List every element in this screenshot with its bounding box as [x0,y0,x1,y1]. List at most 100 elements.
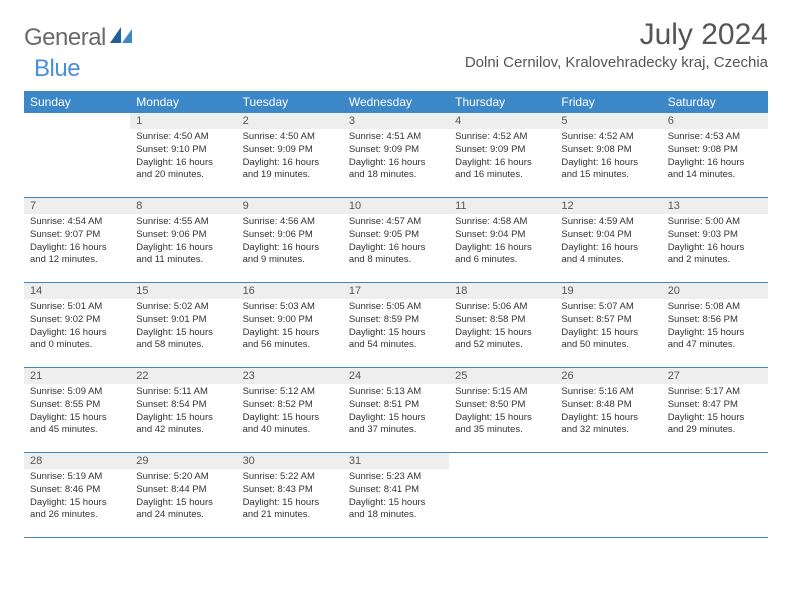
day-line: and 9 minutes. [243,254,337,267]
week-row: 1Sunrise: 4:50 AMSunset: 9:10 PMDaylight… [24,113,768,198]
week-row: 28Sunrise: 5:19 AMSunset: 8:46 PMDayligh… [24,453,768,538]
day-cell: 5Sunrise: 4:52 AMSunset: 9:08 PMDaylight… [555,113,661,197]
day-line: Daylight: 16 hours [136,242,230,255]
week-row: 7Sunrise: 4:54 AMSunset: 9:07 PMDaylight… [24,198,768,283]
day-line: Sunset: 9:00 PM [243,314,337,327]
day-line: Daylight: 15 hours [136,497,230,510]
day-line: Sunset: 8:55 PM [30,399,124,412]
day-line: Daylight: 16 hours [349,157,443,170]
weekday-header-row: SundayMondayTuesdayWednesdayThursdayFrid… [24,91,768,113]
day-line: Daylight: 15 hours [561,412,655,425]
weekday-tuesday: Tuesday [237,91,343,113]
day-cell: 20Sunrise: 5:08 AMSunset: 8:56 PMDayligh… [662,283,768,367]
day-number: 15 [130,283,236,299]
weekday-friday: Friday [555,91,661,113]
day-line: and 56 minutes. [243,339,337,352]
logo-text-blue: Blue [34,55,80,83]
day-line: and 40 minutes. [243,424,337,437]
day-line: and 6 minutes. [455,254,549,267]
day-body: Sunrise: 4:50 AMSunset: 9:09 PMDaylight:… [237,129,343,186]
day-body: Sunrise: 4:54 AMSunset: 9:07 PMDaylight:… [24,214,130,271]
day-number: 6 [662,113,768,129]
day-cell: 12Sunrise: 4:59 AMSunset: 9:04 PMDayligh… [555,198,661,282]
day-number: 16 [237,283,343,299]
day-line: and 20 minutes. [136,169,230,182]
day-line: Sunrise: 5:17 AM [668,386,762,399]
day-cell: 18Sunrise: 5:06 AMSunset: 8:58 PMDayligh… [449,283,555,367]
day-line: Sunrise: 4:51 AM [349,131,443,144]
day-cell: 26Sunrise: 5:16 AMSunset: 8:48 PMDayligh… [555,368,661,452]
day-line: Sunrise: 5:16 AM [561,386,655,399]
day-line: Sunset: 9:05 PM [349,229,443,242]
day-number: 21 [24,368,130,384]
title-block: July 2024 Dolni Cernilov, Kralovehradeck… [465,18,768,71]
day-line: and 37 minutes. [349,424,443,437]
day-body: Sunrise: 4:50 AMSunset: 9:10 PMDaylight:… [130,129,236,186]
day-number: 28 [24,453,130,469]
day-body: Sunrise: 5:02 AMSunset: 9:01 PMDaylight:… [130,299,236,356]
day-cell: 21 Sunrise: 5:09 AMSunset: 8:55 PMDayligh… [24,368,130,452]
day-line: Sunrise: 4:50 AM [136,131,230,144]
day-line: Sunset: 9:10 PM [136,144,230,157]
day-line: and 15 minutes. [561,169,655,182]
day-number [555,453,661,469]
day-line: and 8 minutes. [349,254,443,267]
weekday-sunday: Sunday [24,91,130,113]
day-line: Daylight: 16 hours [243,242,337,255]
day-line: Daylight: 16 hours [455,157,549,170]
day-body: Sunrise: 5:17 AMSunset: 8:47 PMDaylight:… [662,384,768,441]
day-cell: 19Sunrise: 5:07 AMSunset: 8:57 PMDayligh… [555,283,661,367]
day-line: Daylight: 15 hours [30,497,124,510]
day-number: 22 [130,368,236,384]
day-cell: 10Sunrise: 4:57 AMSunset: 9:05 PMDayligh… [343,198,449,282]
day-line: Sunrise: 4:57 AM [349,216,443,229]
day-line: and 0 minutes. [30,339,124,352]
day-line: Sunset: 9:03 PM [668,229,762,242]
day-number: 2 [237,113,343,129]
day-body: Sunrise: 5:01 AMSunset: 9:02 PMDaylight:… [24,299,130,356]
day-line: Sunset: 9:08 PM [668,144,762,157]
day-line: Sunrise: 5:07 AM [561,301,655,314]
day-line: Sunrise: 5:05 AM [349,301,443,314]
day-line: Sunrise: 4:53 AM [668,131,762,144]
day-line: and 16 minutes. [455,169,549,182]
day-line: Daylight: 16 hours [668,157,762,170]
day-line: Sunset: 8:57 PM [561,314,655,327]
weekday-monday: Monday [130,91,236,113]
day-line: Sunset: 9:04 PM [455,229,549,242]
day-line: Sunset: 9:06 PM [136,229,230,242]
day-cell: 25Sunrise: 5:15 AMSunset: 8:50 PMDayligh… [449,368,555,452]
day-number: 25 [449,368,555,384]
day-line: Daylight: 15 hours [30,412,124,425]
location: Dolni Cernilov, Kralovehradecky kraj, Cz… [465,54,768,71]
day-line: Sunrise: 5:09 AM [30,386,124,399]
day-cell: 9Sunrise: 4:56 AMSunset: 9:06 PMDaylight… [237,198,343,282]
day-line: Sunrise: 4:56 AM [243,216,337,229]
day-line: and 45 minutes. [30,424,124,437]
day-number: 1 [130,113,236,129]
day-line: Daylight: 15 hours [243,497,337,510]
day-number [24,113,130,129]
day-line: Daylight: 15 hours [243,327,337,340]
day-line: Sunrise: 4:50 AM [243,131,337,144]
day-line: and 19 minutes. [243,169,337,182]
day-line: Sunrise: 4:59 AM [561,216,655,229]
day-line: Sunrise: 4:55 AM [136,216,230,229]
day-line: Sunrise: 4:58 AM [455,216,549,229]
day-body: Sunrise: 4:58 AMSunset: 9:04 PMDaylight:… [449,214,555,271]
day-cell [24,113,130,197]
day-body: Sunrise: 5:00 AMSunset: 9:03 PMDaylight:… [662,214,768,271]
logo-sail-icon [110,27,132,50]
day-body [449,469,555,475]
day-body [24,129,130,135]
day-body: Sunrise: 5:06 AMSunset: 8:58 PMDaylight:… [449,299,555,356]
day-body: Sunrise: 5:08 AMSunset: 8:56 PMDaylight:… [662,299,768,356]
weekday-thursday: Thursday [449,91,555,113]
day-body: Sunrise: 5:07 AMSunset: 8:57 PMDaylight:… [555,299,661,356]
day-cell: 8Sunrise: 4:55 AMSunset: 9:06 PMDaylight… [130,198,236,282]
day-line: Sunrise: 4:52 AM [455,131,549,144]
day-line: Sunrise: 5:12 AM [243,386,337,399]
day-line: and 18 minutes. [349,169,443,182]
day-cell: 27Sunrise: 5:17 AMSunset: 8:47 PMDayligh… [662,368,768,452]
day-line: Sunrise: 4:54 AM [30,216,124,229]
